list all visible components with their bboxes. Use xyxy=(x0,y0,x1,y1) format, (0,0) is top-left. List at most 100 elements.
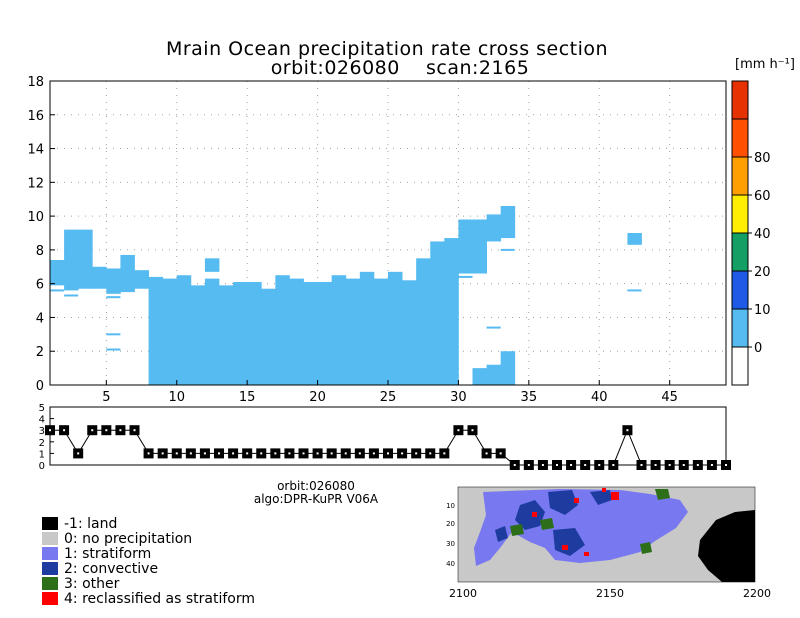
colorbar-label: 0 xyxy=(754,341,762,356)
x-tick-label: 30 xyxy=(450,390,467,405)
legend-swatch xyxy=(42,547,58,560)
type-marker-center xyxy=(49,429,51,432)
type-marker-center xyxy=(203,452,206,455)
type-marker-center xyxy=(161,452,164,455)
precip-column-bar xyxy=(148,276,164,385)
type-marker-center xyxy=(189,452,192,455)
precip-column-bar xyxy=(106,268,121,294)
y-tick-label: 18 xyxy=(27,75,44,90)
type-marker-center xyxy=(725,464,727,466)
type-marker-center xyxy=(513,464,516,466)
type-marker-center xyxy=(344,452,347,455)
chart-title: Mrain Ocean precipitation rate cross sec… xyxy=(166,38,608,60)
precip-column-bar xyxy=(204,258,220,272)
x-tick-label: 35 xyxy=(521,390,538,405)
x-tick-label: 40 xyxy=(591,390,608,405)
precip-column-bar xyxy=(219,285,234,385)
precip-column-bar xyxy=(486,364,502,385)
map-reclassified-cell xyxy=(574,498,579,503)
precip-column-bar xyxy=(50,260,65,286)
map-y-tick-label: 10 xyxy=(446,502,455,510)
type-marker-center xyxy=(626,429,629,432)
map-convective-cell xyxy=(553,528,585,556)
type-marker-center xyxy=(232,452,235,455)
type-marker-center xyxy=(570,464,573,466)
map-x-tick-label: 2200 xyxy=(743,587,771,600)
precip-thin-layer xyxy=(50,289,65,292)
type-marker-center xyxy=(260,452,263,455)
legend-swatch xyxy=(42,562,58,575)
map-frame xyxy=(457,486,756,583)
x-tick-label: 5 xyxy=(102,390,110,405)
colorbar-label: 40 xyxy=(754,227,771,242)
precip-column-bar xyxy=(472,368,487,385)
precip-thin-layer xyxy=(64,294,79,297)
type-marker-center xyxy=(584,464,587,466)
precip-column-bar xyxy=(134,270,149,289)
x-tick-label: 10 xyxy=(168,390,185,405)
precip-column-bar xyxy=(345,278,361,385)
map-other-cell xyxy=(540,518,554,530)
type-marker-center xyxy=(527,464,530,466)
type-marker-center xyxy=(246,452,249,455)
precip-column-bar xyxy=(120,254,135,293)
type-marker-center xyxy=(175,452,178,455)
precip-column-bar xyxy=(359,271,375,385)
type-marker-center xyxy=(387,452,389,455)
colorbar-box xyxy=(731,232,749,272)
type-marker-center xyxy=(91,429,94,432)
y-tick-label: 8 xyxy=(36,244,44,259)
type-y-tick-label: 1 xyxy=(39,449,45,460)
type-y-tick-label: 2 xyxy=(39,438,45,449)
legend-swatch xyxy=(42,577,58,590)
algo-label: algo:DPR-KuPR V06A xyxy=(254,492,379,506)
y-tick-label: 0 xyxy=(36,379,44,394)
type-marker-center xyxy=(119,429,122,432)
map-other-cell xyxy=(510,524,524,536)
precip-thin-layer xyxy=(458,275,473,278)
type-marker-center xyxy=(63,429,66,432)
y-tick-label: 16 xyxy=(27,109,44,124)
colorbar-label: 10 xyxy=(754,303,771,318)
map-convective-cell xyxy=(548,490,578,515)
precip-column-bar xyxy=(331,275,347,385)
colorbar-box xyxy=(731,118,749,158)
map-convective-cell xyxy=(515,500,545,530)
legend-label: 3: other xyxy=(64,576,120,592)
precip-thin-layer xyxy=(106,296,121,299)
type-marker-center xyxy=(696,464,699,466)
chart-subtitle: orbit:026080 scan:2165 xyxy=(271,57,530,79)
precip-column-bar xyxy=(317,281,333,385)
precipitation-columns xyxy=(50,205,642,385)
legend-swatch xyxy=(42,532,58,545)
map-land xyxy=(698,510,755,582)
map-convective-cell xyxy=(495,526,508,542)
x-tick-label: 15 xyxy=(239,390,256,405)
type-marker-center xyxy=(598,464,601,466)
colorbar-box xyxy=(731,194,749,234)
type-marker-center xyxy=(654,464,657,466)
type-marker-center xyxy=(457,429,460,432)
y-tick-label: 4 xyxy=(36,311,44,326)
type-marker-center xyxy=(443,452,446,455)
precip-column-bar xyxy=(92,266,107,289)
legend-label: 4: reclassified as stratiform xyxy=(64,591,255,607)
colorbar-box xyxy=(731,156,749,196)
type-marker-center xyxy=(274,452,277,455)
y-tick-label: 10 xyxy=(27,210,44,225)
map-reclassified-cell xyxy=(584,552,589,556)
colorbar-unit-label: [mm h⁻¹] xyxy=(735,57,795,72)
precip-column-bar xyxy=(233,281,248,385)
y-tick-label: 12 xyxy=(27,176,44,191)
precip-column-bar xyxy=(486,214,502,242)
type-marker-center xyxy=(415,452,418,455)
map-stratiform-region-2 xyxy=(610,498,660,548)
precip-column-bar xyxy=(204,278,220,385)
map-reclassified-cell xyxy=(532,512,537,517)
precip-column-bar xyxy=(500,205,516,239)
type-marker-center xyxy=(372,452,375,455)
precip-column-bar xyxy=(458,219,473,274)
x-tick-label: 45 xyxy=(661,390,678,405)
map-other-cell xyxy=(655,489,670,500)
